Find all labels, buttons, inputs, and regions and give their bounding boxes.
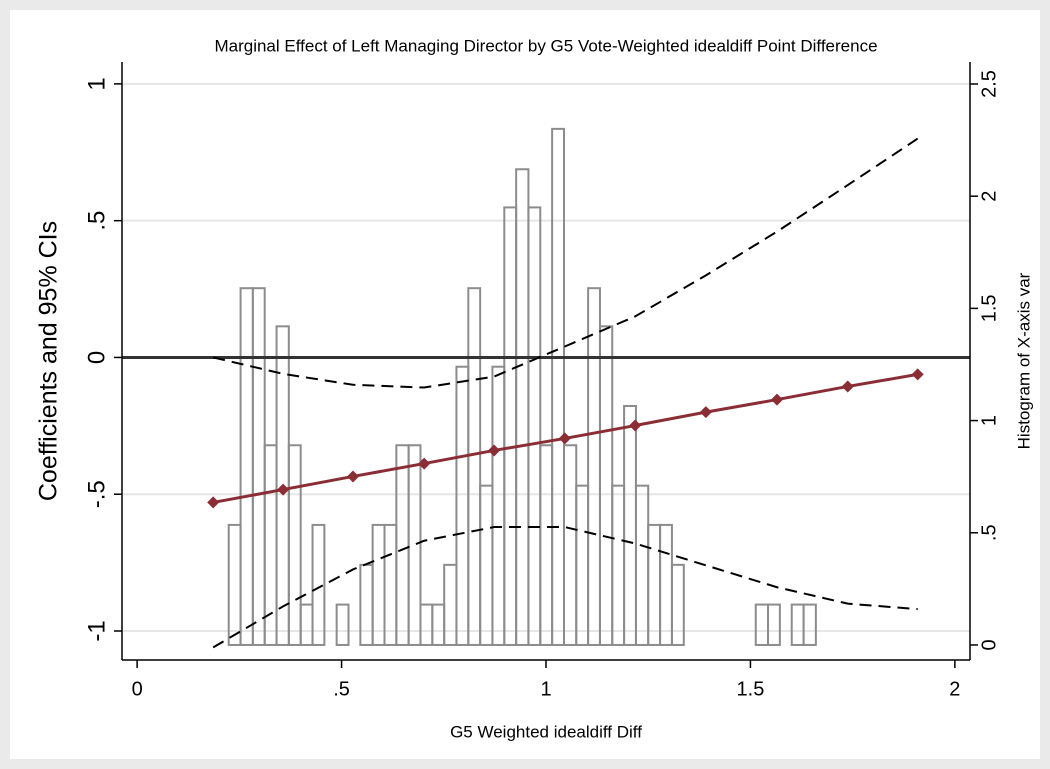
marker (558, 432, 571, 445)
x-tick-label: 0 (132, 678, 143, 700)
marker (488, 444, 501, 457)
ci-line (212, 137, 919, 389)
y-axis-label: Coefficients and 95% CIs (35, 221, 63, 501)
y-tick-label: -.5 (83, 480, 110, 508)
marker (277, 483, 290, 496)
histogram-bar (407, 444, 422, 646)
marker (207, 496, 220, 509)
histogram-bar (311, 523, 326, 646)
chart-title: Marginal Effect of Left Managing Directo… (214, 36, 877, 55)
x-tick-label: 1 (540, 678, 551, 700)
marker (347, 470, 360, 483)
y2-tick-label: 2 (978, 191, 1000, 202)
y-tick-label: -1 (83, 620, 110, 641)
y2-tick-label: 1 (978, 415, 1000, 426)
histogram-bar (335, 603, 350, 646)
marker (699, 406, 712, 419)
y-tick-label: 0 (83, 351, 110, 364)
y-tick-label: .5 (83, 211, 110, 231)
marker (418, 457, 431, 470)
histogram-bar (551, 127, 565, 646)
x-tick-label: 1.5 (737, 678, 765, 700)
histogram-bar (467, 287, 482, 646)
y2-axis-label: Histogram of X-axis var (1014, 272, 1033, 449)
marker (629, 419, 642, 432)
y-tick-label: 1 (83, 77, 110, 90)
y2-tick-label: .5 (978, 524, 1000, 541)
histogram-bar (802, 603, 817, 646)
marker (911, 368, 924, 381)
histogram-bar (767, 603, 781, 646)
histogram-bar (287, 444, 302, 646)
histogram-bar (670, 563, 685, 646)
plot-region (122, 62, 970, 660)
marker (771, 393, 784, 406)
y2-tick-label: 2.5 (978, 70, 1000, 98)
x-axis-label: G5 Weighted idealdiff Diff (450, 722, 642, 741)
ci-line (212, 526, 918, 649)
y2-tick-label: 0 (978, 639, 1000, 650)
y2-tick-label: 1.5 (978, 294, 1000, 322)
marker (841, 380, 854, 393)
x-tick-label: .5 (333, 678, 350, 700)
histogram-bar (527, 206, 542, 646)
x-tick-label: 2 (949, 678, 960, 700)
